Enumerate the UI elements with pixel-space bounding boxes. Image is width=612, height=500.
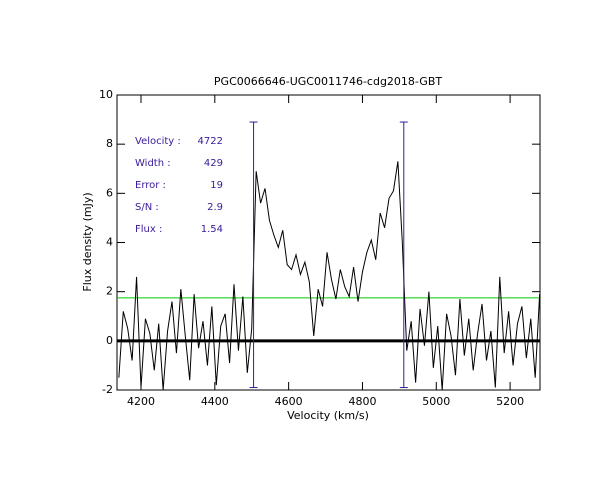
annotation-value: 1.54 [201,224,223,235]
annotation-value: 2.9 [207,202,223,213]
y-tick-label: -2 [102,383,113,396]
x-tick-label: 4400 [201,395,229,408]
spectrum-line [118,161,540,390]
annotation-label: Flux : [135,224,162,235]
y-tick-label: 8 [106,137,113,150]
x-tick-label: 4200 [127,395,155,408]
annotation-value: 429 [204,158,223,169]
x-tick-label: 4600 [275,395,303,408]
y-tick-label: 10 [99,88,113,101]
y-tick-label: 0 [106,334,113,347]
annotation-label: Velocity : [135,136,181,147]
plot-area [117,161,540,390]
annotation-label: Width : [135,158,171,169]
annotation-value: 4722 [198,136,223,147]
y-tick-label: 6 [106,186,113,199]
x-axis-label: Velocity (km/s) [287,409,369,422]
x-tick-label: 5000 [422,395,450,408]
y-axis-label: Flux density (mJy) [81,192,94,291]
x-tick-label: 5200 [496,395,524,408]
y-tick-label: 4 [106,236,113,249]
y-tick-label: 2 [106,285,113,298]
x-tick-label: 4800 [348,395,376,408]
annotation-value: 19 [210,180,223,191]
annotation-label: Error : [135,180,166,191]
annotation-label: S/N : [135,202,159,213]
chart-title: PGC0066646-UGC0011746-cdg2018-GBT [214,75,442,88]
